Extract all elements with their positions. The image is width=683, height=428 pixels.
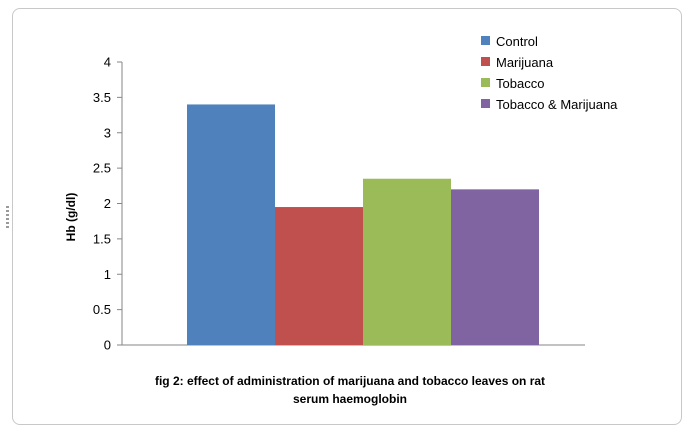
- figure-caption: fig 2: effect of administration of marij…: [60, 372, 640, 408]
- bar-tobacco: [363, 178, 451, 345]
- caption-line-1: fig 2: effect of administration of marij…: [154, 374, 546, 388]
- y-tick-label: 3: [104, 125, 111, 140]
- y-tick-label: 2: [104, 196, 111, 211]
- y-tick-label: 1: [104, 267, 111, 282]
- legend-label: Tobacco: [496, 76, 544, 91]
- legend-label: Control: [496, 34, 538, 49]
- legend-swatch: [481, 78, 490, 87]
- bar-control: [187, 104, 275, 345]
- bars: [187, 104, 539, 345]
- legend-label: Marijuana: [496, 55, 554, 70]
- caption-line-2: serum haemoglobin: [292, 392, 408, 406]
- y-tick-label: 0.5: [93, 302, 111, 317]
- legend-swatch: [481, 57, 490, 66]
- legend-swatch: [481, 36, 490, 45]
- y-axis-label: Hb (g/dl): [64, 193, 78, 242]
- bar-marijuana: [275, 207, 363, 345]
- legend-swatch: [481, 99, 490, 108]
- legend-label: Tobacco & Marijuana: [496, 97, 618, 112]
- legend: Control Marijuana Tobacco Tobacco & Marijua…: [481, 34, 618, 112]
- resize-handle[interactable]: [6, 206, 9, 228]
- y-tick-label: 4: [104, 55, 111, 70]
- y-tick-label: 0: [104, 338, 111, 353]
- y-tick-label: 3.5: [93, 90, 111, 105]
- bar-tobacco-marijuana: [451, 189, 539, 345]
- y-tick-label: 2.5: [93, 161, 111, 176]
- y-tick-label: 1.5: [93, 231, 111, 246]
